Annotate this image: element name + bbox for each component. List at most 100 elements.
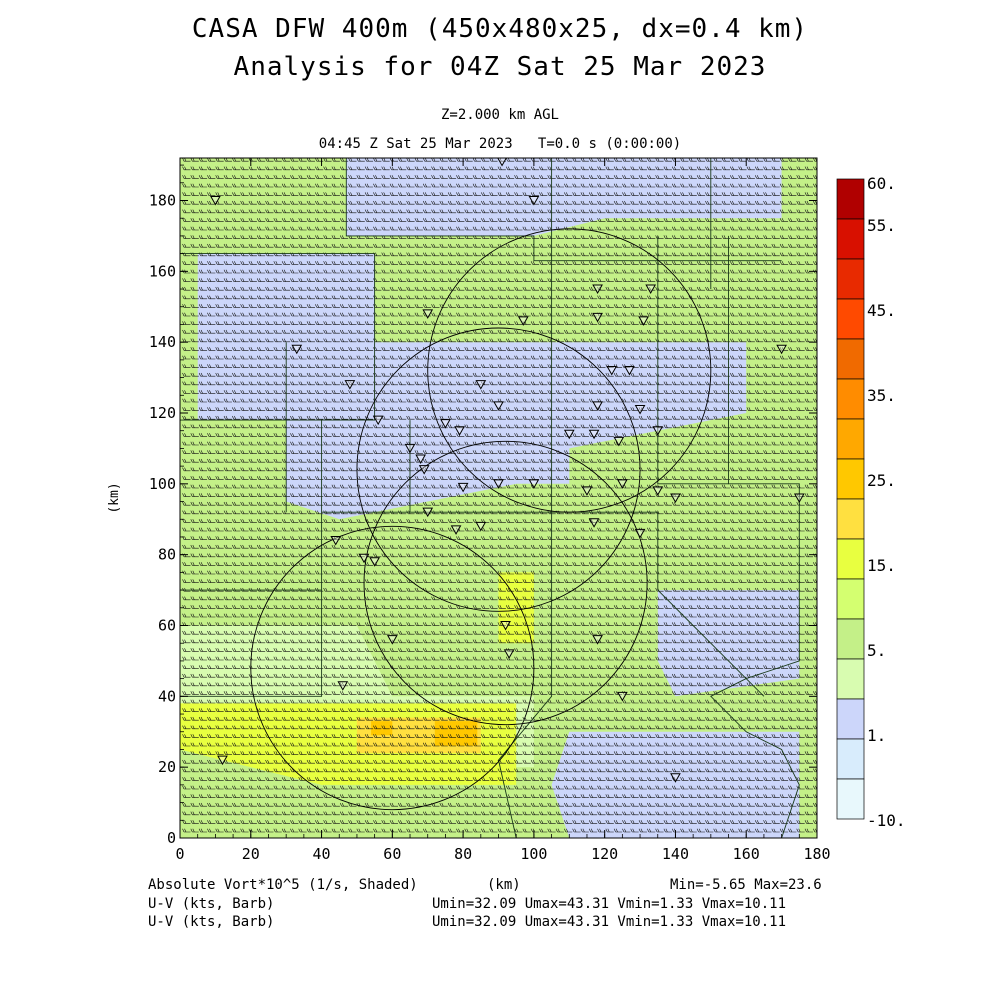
y-tick-label: 60: [158, 617, 176, 635]
radar-site-marker: [588, 429, 600, 440]
shading-region-0: [346, 158, 782, 236]
x-tick-label: 140: [662, 845, 689, 863]
colorbar-swatch: [836, 298, 865, 340]
vector-stats-1: Umin=32.09 Umax=43.31 Vmin=1.33 Vmax=10.…: [432, 896, 787, 912]
x-tick-label: 160: [733, 845, 760, 863]
vector-stats-2: Umin=32.09 Umax=43.31 Vmin=1.33 Vmax=10.…: [432, 914, 787, 930]
range-ring-0: [250, 525, 535, 811]
radar-site-marker: [606, 366, 618, 376]
wind-barb-grid: [182, 158, 817, 833]
y-tick-label: 180: [149, 192, 176, 210]
county-line-4: [321, 511, 659, 591]
radar-site-marker: [592, 635, 603, 645]
colorbar-label: 55.: [867, 216, 896, 235]
vector-label-2: U-V (kts, Barb): [148, 914, 275, 930]
radar-site-marker: [386, 635, 398, 645]
radar-site-marker: [617, 479, 628, 489]
y-tick-label: 0: [167, 829, 176, 847]
radar-site-marker: [337, 681, 349, 691]
wind-barbs: [182, 158, 817, 833]
valid-time-label: 04:45 Z Sat 25 Mar 2023 T=0.0 s (0:00:00…: [318, 136, 682, 152]
colorbar-label: 60.: [867, 174, 896, 193]
radar-site-marker: [652, 426, 664, 436]
x-tick-label: 0: [175, 845, 184, 863]
radar-site-marker: [369, 557, 380, 567]
x-tick-label: 180: [803, 845, 830, 863]
radar-site-marker: [217, 755, 228, 766]
vorticity-map: 0 20 40 60 80 100 120 140 160 180 0 20 40 60 80 100 120 1…: [107, 157, 906, 863]
radar-site-marker: [670, 493, 681, 504]
colorbar-swatch: [836, 738, 865, 780]
x-tick-label: 80: [454, 845, 472, 863]
x-tick-label: 100: [520, 845, 547, 863]
radar-site-markers: [210, 158, 805, 783]
colorbar-label: 1.: [867, 726, 886, 745]
radar-site-marker: [422, 309, 434, 319]
colorbar-swatch: [836, 458, 865, 500]
colorbar-label: 45.: [867, 301, 896, 320]
shading-region-5: [551, 731, 800, 838]
radar-site-marker: [670, 773, 681, 783]
level-label: Z=2.000 km AGL: [440, 107, 559, 123]
title-line-2: Analysis for 04Z Sat 25 Mar 2023: [233, 52, 767, 82]
colorbar-swatch: [836, 178, 865, 220]
radar-site-marker: [634, 528, 646, 539]
colorbar-label: 5.: [867, 641, 886, 660]
radar-site-marker: [415, 454, 426, 465]
county-line-6: [657, 235, 729, 485]
radar-site-marker: [475, 521, 487, 532]
radar-site-marker: [457, 482, 469, 493]
county-line-2: [180, 419, 375, 591]
radar-site-marker: [372, 415, 384, 426]
vector-label-1: U-V (kts, Barb): [148, 896, 275, 912]
radar-site-marker: [475, 380, 487, 390]
county-line-8: [657, 589, 765, 697]
colorbar-swatch: [836, 578, 865, 620]
colorbar-swatch: [836, 658, 865, 700]
y-tick-label: 20: [158, 758, 176, 776]
county-line-1: [345, 158, 782, 262]
shading-region-10: [371, 721, 393, 736]
radar-site-marker: [358, 553, 370, 564]
colorbar-label: 25.: [867, 471, 896, 490]
radar-site-marker: [617, 691, 628, 702]
range-ring-1: [363, 440, 648, 726]
colorbar-swatch: [836, 218, 865, 260]
y-axis-label: (km): [107, 482, 122, 513]
radar-site-marker: [493, 401, 504, 411]
radar-site-marker: [645, 284, 657, 295]
radar-site-marker: [652, 486, 664, 496]
radar-site-marker: [291, 344, 303, 355]
radar-site-marker: [793, 493, 805, 504]
county-line-7: [710, 483, 800, 838]
county-line-3: [180, 590, 323, 697]
radar-site-marker: [624, 366, 635, 376]
radar-site-marker: [330, 536, 342, 546]
colorbar: 60. 55. 45. 35. 25. 15. 5. 1. -10.: [836, 174, 906, 830]
colorbar-swatch: [836, 538, 865, 580]
radar-site-marker: [344, 380, 356, 390]
y-tick-label: 160: [149, 262, 176, 280]
colorbar-label: -10.: [867, 811, 906, 830]
radar-site-marker: [613, 436, 625, 447]
shading-region-9: [434, 721, 478, 746]
radar-site-marker: [210, 196, 221, 206]
radar-site-marker: [418, 465, 430, 475]
y-tick-label: 140: [149, 333, 176, 351]
radar-site-marker: [450, 525, 462, 535]
radar-site-marker: [528, 479, 540, 489]
radar-site-marker: [638, 316, 649, 326]
radar-site-marker: [503, 649, 515, 659]
range-ring-2: [356, 327, 641, 612]
colorbar-label: 35.: [867, 386, 896, 405]
colorbar-swatch: [836, 338, 865, 380]
radar-site-marker: [563, 429, 575, 440]
x-tick-label: 20: [242, 845, 260, 863]
shading-region-4: [657, 590, 800, 697]
radar-site-marker: [497, 158, 507, 167]
colorbar-swatch: [836, 618, 865, 660]
radar-site-marker: [592, 401, 603, 411]
radar-site-marker: [500, 621, 511, 631]
county-line-5: [498, 158, 553, 838]
radar-site-marker: [493, 479, 504, 489]
